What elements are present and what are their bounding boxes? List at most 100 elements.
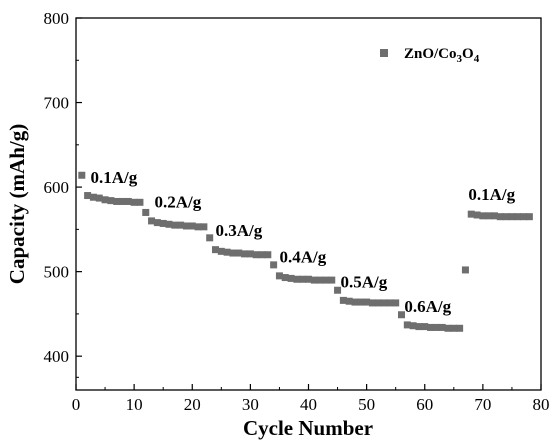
y-axis-ticks: 400 500 600 700 800 [44,9,82,378]
data-point [78,171,86,179]
legend: ZnO/Co3O4 [380,46,480,65]
plot-frame [75,17,542,391]
data-point [84,192,92,200]
data-point [363,298,371,306]
data-point [496,213,504,221]
data-point [159,219,167,227]
data-point [421,323,429,331]
x-tick-label: 40 [300,395,317,414]
rate-label: 0.6A/g [404,297,451,316]
data-point [345,297,353,305]
x-tick-label: 60 [416,395,433,414]
data-point [508,213,516,221]
rate-label: 0.4A/g [279,247,326,266]
data-point [223,248,231,256]
x-axis-ticks: 0 10 20 30 40 50 60 70 80 [72,384,550,414]
data-point [432,323,440,331]
y-tick-label: 500 [44,263,70,282]
data-point [200,223,208,231]
data-point [438,323,446,331]
y-tick-label: 600 [44,178,70,197]
data-point [119,197,126,205]
data-point [427,323,435,331]
legend-text-main: ZnO/Co [404,46,457,62]
data-point [124,197,132,205]
data-point [328,276,336,284]
x-tick-label: 80 [533,395,550,414]
data-point [374,299,382,307]
y-axis-title: Capacity (mAh/g) [5,124,29,284]
data-point [485,212,493,220]
data-point [386,299,394,307]
x-tick-label: 50 [358,395,375,414]
data-point [357,298,365,306]
x-tick-label: 70 [474,395,491,414]
data-point [281,274,289,282]
data-point [275,272,283,280]
data-point [461,266,469,274]
data-point [456,324,464,332]
data-point [351,298,359,306]
data-point [95,194,103,202]
data-point [316,276,324,284]
legend-text-o: O [462,46,474,62]
data-point [473,211,481,219]
legend-marker [380,49,388,57]
data-point [171,221,179,229]
data-point [258,251,266,259]
data-point [206,234,214,242]
rate-annotations: 0.1A/g 0.2A/g 0.3A/g 0.4A/g 0.5A/g 0.6A/g 0.1A… [91,168,516,316]
data-point [270,261,278,269]
data-point [502,213,510,221]
y-tick-label: 400 [44,347,70,366]
data-point [130,198,138,206]
data-point [368,299,376,307]
data-point [339,296,347,304]
legend-subscript-3: 3 [457,53,463,65]
x-tick-label: 10 [126,395,143,414]
data-point [148,217,156,225]
data-point [525,213,533,221]
rate-label: 0.1A/g [468,185,515,204]
data-point [287,274,295,282]
data-point [177,221,185,229]
data-point [450,324,458,332]
x-tick-label: 20 [184,395,201,414]
data-point [229,249,237,257]
y-tick-label: 800 [44,9,70,28]
data-point [305,275,312,283]
data-point [334,286,342,294]
rate-label: 0.3A/g [216,221,263,240]
rate-label: 0.2A/g [154,192,201,211]
data-point [322,276,330,284]
data-point [241,250,249,258]
data-point [235,249,243,257]
data-point [392,299,400,307]
data-point [409,322,417,330]
data-point [188,222,196,230]
data-point [514,213,522,221]
data-point [101,196,109,204]
data-point [136,198,144,206]
data-point [212,246,219,254]
data-point [246,250,254,258]
legend-subscript-4: 4 [474,53,480,65]
legend-label: ZnO/Co3O4 [404,46,480,65]
data-point [293,275,301,283]
data-point [444,324,452,332]
data-point [194,223,202,231]
x-tick-label: 30 [242,395,259,414]
y-tick-label: 700 [44,94,70,113]
data-point [398,311,405,319]
data-point [520,213,528,221]
data-point [264,251,272,259]
data-point [89,193,97,201]
data-point [310,276,318,284]
data-point [182,222,190,230]
data-point [252,251,260,259]
rate-label: 0.5A/g [340,273,387,292]
rate-label: 0.1A/g [91,168,138,187]
data-point [217,247,225,255]
data-point [491,212,498,220]
